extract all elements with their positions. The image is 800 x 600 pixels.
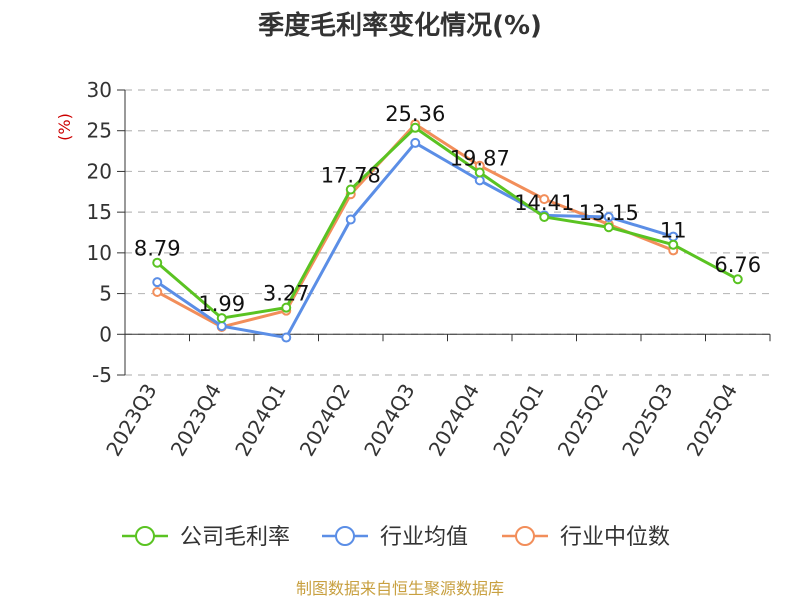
data-point [152, 257, 163, 268]
x-tick-label: 2025Q1 [488, 380, 548, 461]
data-label: 13.15 [579, 201, 639, 225]
chart-title: 季度毛利率变化情况(%) [258, 10, 542, 41]
data-label: 14.41 [514, 191, 574, 215]
series-0 [152, 122, 743, 324]
data-point [216, 321, 227, 332]
legend-item[interactable]: 公司毛利率 [122, 525, 290, 550]
legend-marker [515, 526, 535, 546]
x-tick-label: 2023Q3 [101, 380, 161, 461]
data-label: 11 [660, 219, 687, 243]
x-tick-label: 2024Q2 [295, 380, 355, 461]
y-tick-label: 25 [87, 119, 112, 143]
data-label: 1.99 [198, 292, 245, 316]
y-axis-label: (%) [55, 113, 74, 141]
legend-label: 行业均值 [380, 525, 468, 550]
data-point [603, 222, 614, 233]
legend-label: 行业中位数 [560, 525, 670, 550]
data-point [152, 286, 163, 297]
data-label: 6.76 [714, 253, 761, 277]
y-tick-label: 20 [87, 159, 112, 183]
data-point [345, 184, 356, 195]
y-tick-label: 15 [87, 200, 112, 224]
data-point [216, 313, 227, 324]
data-label: 19.87 [450, 146, 510, 170]
x-tick-label: 2024Q1 [230, 380, 290, 461]
legend: 公司毛利率 行业均值 行业中位数 [122, 525, 670, 550]
data-point [152, 277, 163, 288]
source-note: 制图数据来自恒生聚源数据库 [296, 579, 504, 598]
y-tick-label: 30 [87, 78, 112, 102]
x-tick-label: 2025Q4 [682, 380, 742, 461]
legend-marker [135, 526, 155, 546]
legend-item[interactable]: 行业中位数 [502, 525, 670, 550]
y-tick-label: 5 [99, 282, 112, 306]
y-tick-label: 0 [99, 322, 112, 346]
data-point [539, 211, 550, 222]
data-point [732, 274, 743, 285]
series-layer [152, 119, 743, 343]
data-label: 17.78 [321, 164, 381, 188]
data-point [474, 167, 485, 178]
data-label: 3.27 [263, 282, 310, 306]
y-tick-label: -5 [92, 363, 112, 387]
series-line [156, 126, 739, 320]
x-tick-label: 2025Q3 [617, 380, 677, 461]
x-tick-label: 2024Q3 [359, 380, 419, 461]
data-point [281, 302, 292, 313]
legend-marker [335, 526, 355, 546]
data-point [345, 214, 356, 225]
data-point [668, 239, 679, 250]
x-tick-label: 2023Q4 [166, 380, 226, 461]
x-tick-label: 2025Q2 [553, 380, 613, 461]
data-label: 8.79 [134, 237, 181, 261]
data-point [410, 137, 421, 148]
data-label: 25.36 [385, 102, 445, 126]
data-point [603, 212, 614, 223]
data-point [410, 122, 421, 133]
data-point [474, 175, 485, 186]
legend-label: 公司毛利率 [180, 525, 290, 550]
data-point [539, 194, 550, 205]
data-point [281, 332, 292, 343]
x-tick-label: 2024Q4 [424, 380, 484, 461]
legend-item[interactable]: 行业均值 [322, 525, 468, 550]
y-tick-label: 10 [87, 241, 112, 265]
